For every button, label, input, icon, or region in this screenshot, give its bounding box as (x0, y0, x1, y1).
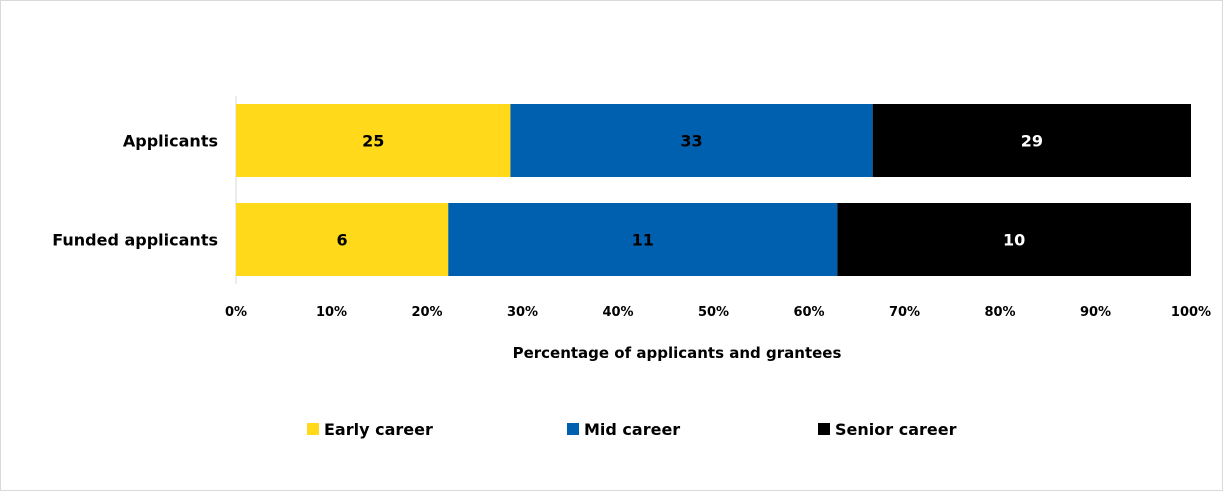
category-label-funded-applicants: Funded applicants (52, 231, 218, 250)
x-tick-label: 20% (411, 305, 442, 320)
data-label-senior-career-funded-applicants: 10 (1003, 231, 1025, 250)
bar-senior-career-applicants (872, 104, 1191, 177)
legend-label-mid-career: Mid career (584, 420, 680, 439)
bar-mid-career-funded-applicants (448, 203, 838, 276)
x-tick-label: 60% (793, 305, 824, 320)
legend-swatch-mid-career (567, 423, 579, 435)
x-tick-label: 100% (1171, 305, 1211, 320)
data-label-mid-career-applicants: 33 (680, 132, 702, 151)
bar-early-career-applicants (236, 104, 511, 177)
bar-early-career-funded-applicants (236, 203, 449, 276)
bars-group: 25 33 29 6 11 10 (235, 96, 1191, 284)
data-label-senior-career-applicants: 29 (1021, 132, 1043, 151)
x-axis-ticks: 0% 10% 20% 30% 40% 50% 60% 70% 80% 90% 100% (225, 305, 1211, 320)
x-tick-label: 50% (698, 305, 729, 320)
data-label-mid-career-funded-applicants: 11 (632, 231, 654, 250)
data-label-early-career-applicants: 25 (362, 132, 384, 151)
legend: Early career Mid career Senior career (307, 420, 957, 439)
legend-swatch-senior-career (818, 423, 830, 435)
data-label-early-career-funded-applicants: 6 (337, 231, 348, 250)
x-axis-title: Percentage of applicants and grantees (513, 344, 842, 362)
legend-label-senior-career: Senior career (835, 420, 957, 439)
x-tick-label: 10% (316, 305, 347, 320)
x-tick-label: 80% (984, 305, 1015, 320)
bar-senior-career-funded-applicants (837, 203, 1191, 276)
legend-swatch-early-career (307, 423, 319, 435)
x-tick-label: 30% (507, 305, 538, 320)
x-tick-label: 40% (602, 305, 633, 320)
x-tick-label: 70% (889, 305, 920, 320)
category-labels: Applicants Funded applicants (52, 132, 218, 250)
x-tick-label: 90% (1080, 305, 1111, 320)
legend-label-early-career: Early career (324, 420, 433, 439)
x-tick-label: 0% (225, 305, 247, 320)
category-label-applicants: Applicants (123, 132, 218, 151)
bar-mid-career-applicants (510, 104, 873, 177)
